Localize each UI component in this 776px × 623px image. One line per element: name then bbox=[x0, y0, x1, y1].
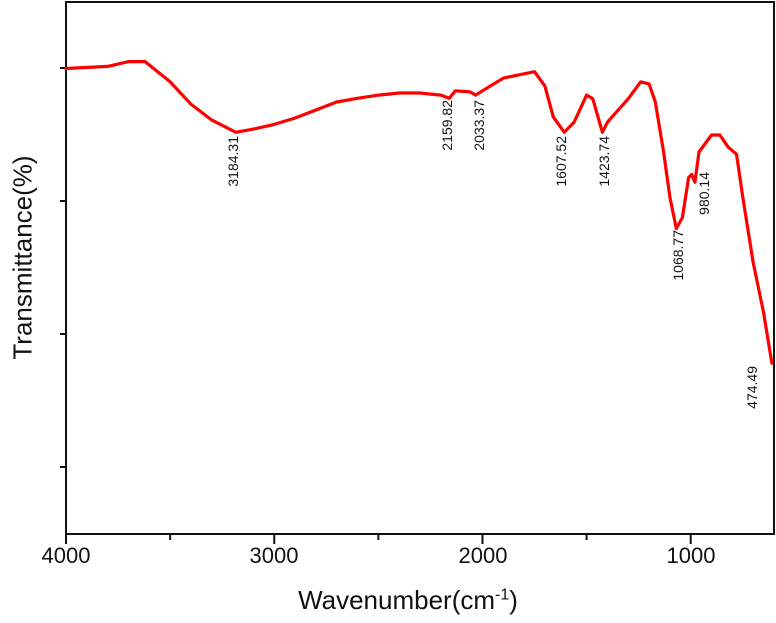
peak-label: 2159.82 bbox=[439, 100, 455, 151]
axis-ticks bbox=[60, 67, 692, 544]
y-axis-label: Transmittance(%) bbox=[7, 155, 38, 360]
x-axis-label-close: ) bbox=[509, 585, 518, 615]
x-axis-label: Wavenumber(cm-1) bbox=[0, 585, 776, 616]
peak-label: 1607.52 bbox=[553, 136, 569, 187]
x-tick-label-4000: 4000 bbox=[41, 543, 91, 568]
plot-frame bbox=[65, 1, 775, 535]
x-tick-label-2000: 2000 bbox=[458, 543, 508, 568]
peak-label: 980.14 bbox=[696, 172, 712, 215]
x-tick-label-1000: 1000 bbox=[666, 543, 716, 568]
x-tick-label-3000: 3000 bbox=[249, 543, 299, 568]
x-axis-label-sup: -1 bbox=[495, 586, 510, 604]
peak-label: 474.49 bbox=[744, 366, 760, 409]
peak-annotations: 3184.31 2159.82 2033.37 1607.52 1423.74 1068.… bbox=[225, 100, 760, 409]
peak-label: 1068.77 bbox=[670, 230, 686, 281]
x-axis-label-main: Wavenumber(cm bbox=[298, 585, 496, 615]
peak-label: 3184.31 bbox=[225, 136, 241, 187]
peak-label: 2033.37 bbox=[471, 100, 487, 151]
spectrum-line bbox=[64, 60, 774, 365]
peak-label: 1423.74 bbox=[596, 136, 612, 187]
